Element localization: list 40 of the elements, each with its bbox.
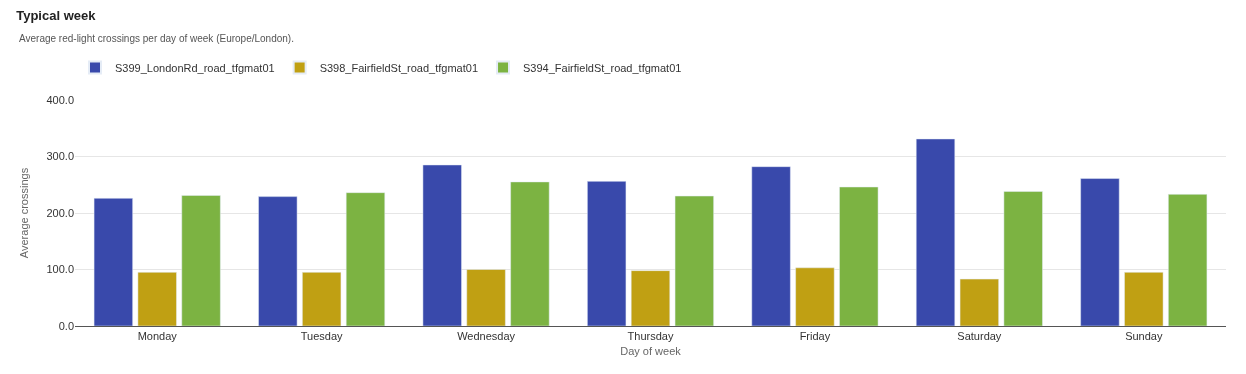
x-tick-label: Sunday [1125,330,1163,343]
x-tick-label: Saturday [957,330,1002,343]
bar [466,269,506,326]
legend-label: S394_FairfieldSt_road_tfgmat01 [523,61,682,74]
legend-label: S399_LondonRd_road_tfgmat01 [115,61,275,74]
bar [93,198,133,326]
bar [959,278,999,326]
bar [587,181,627,326]
bar [795,267,835,326]
legend-label: S398_FairfieldSt_road_tfgmat01 [319,61,479,74]
x-tick-label: Wednesday [457,330,516,343]
chart-subtitle: Average red-light crossings per day of week (Europe/London). [19,33,294,44]
y-tick-label: 200.0 [46,206,74,219]
x-tick-label: Thursday [627,330,674,343]
bar [1168,194,1208,326]
y-tick-label: 300.0 [46,150,74,163]
bar [1080,178,1120,326]
bar [137,272,177,326]
bar [674,195,714,326]
bar [1003,191,1043,326]
bar [751,166,791,326]
bar [839,186,879,326]
bar [422,164,462,326]
bar [258,196,298,326]
bar [345,192,386,326]
bar [181,195,221,326]
x-tick-label: Monday [137,330,178,343]
x-tick-label: Tuesday [300,330,344,343]
x-tick-label: Friday [799,330,831,343]
bar [915,138,956,326]
y-tick-label: 0.0 [58,319,74,332]
bar [302,272,342,326]
y-tick-label: 400.0 [46,93,74,106]
bar [1124,272,1164,326]
y-tick-label: 100.0 [46,263,74,276]
x-axis-title: Day of week [620,345,682,358]
chart-title: Typical week [16,8,97,24]
bar [510,181,550,326]
y-axis-title: Average crossings [18,167,31,259]
bar [630,270,671,326]
